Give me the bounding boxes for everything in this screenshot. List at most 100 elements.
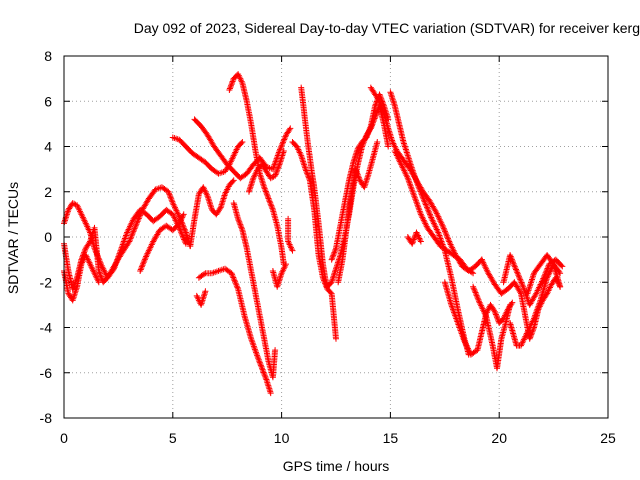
data-point — [189, 245, 191, 247]
data-point — [207, 195, 209, 197]
data-point — [76, 286, 78, 288]
series-arc-28 — [524, 252, 564, 297]
data-point — [276, 225, 278, 227]
y-tick-label: -6 — [40, 365, 53, 381]
series-arc-5 — [169, 134, 246, 177]
data-point — [102, 281, 104, 283]
data-point — [339, 225, 341, 227]
series-arc-4 — [137, 211, 187, 274]
data-point — [226, 164, 228, 166]
data-point — [233, 170, 235, 172]
x-axis-label: GPS time / hours — [283, 458, 390, 474]
data-point — [72, 202, 74, 204]
data-point — [413, 195, 415, 197]
data-point — [540, 299, 542, 301]
data-point — [194, 218, 196, 220]
data-point — [248, 191, 250, 193]
data-point — [233, 202, 235, 204]
y-tick-label: 6 — [44, 93, 52, 109]
data-point — [387, 127, 389, 129]
data-point — [383, 112, 385, 114]
data-point — [470, 354, 472, 356]
data-point — [529, 338, 531, 340]
data-point — [507, 288, 509, 290]
data-point — [481, 331, 483, 333]
data-point — [526, 293, 528, 295]
data-point — [198, 193, 200, 195]
data-point — [522, 286, 524, 288]
data-point — [448, 241, 450, 243]
data-point — [146, 213, 148, 215]
x-tick-label: 20 — [491, 430, 507, 446]
series-arc-9 — [193, 288, 209, 308]
data-point — [535, 293, 537, 295]
data-point — [228, 184, 230, 186]
data-point — [307, 141, 309, 143]
data-point — [178, 139, 180, 141]
data-point — [442, 225, 444, 227]
data-point — [520, 293, 522, 295]
data-point — [311, 173, 313, 175]
x-axis-ticks: 0 5 10 15 20 25 — [60, 56, 616, 446]
data-point — [246, 173, 248, 175]
data-point — [241, 229, 243, 231]
data-point — [259, 173, 261, 175]
data-point — [172, 229, 174, 231]
data-point — [337, 281, 339, 283]
data-point — [161, 186, 163, 188]
data-point — [368, 173, 370, 175]
data-point — [450, 277, 452, 279]
data-point — [450, 304, 452, 306]
data-point — [93, 247, 95, 249]
data-point — [89, 231, 91, 233]
data-point — [261, 367, 263, 369]
data-point — [281, 272, 283, 274]
y-tick-label: -2 — [40, 274, 53, 290]
data-point — [257, 356, 259, 358]
x-tick-label: 25 — [600, 430, 616, 446]
marker-trace — [269, 261, 289, 290]
data-point — [268, 360, 270, 362]
data-point — [509, 322, 511, 324]
data-point — [420, 213, 422, 215]
data-point — [233, 78, 235, 80]
data-point — [204, 161, 206, 163]
data-point — [318, 254, 320, 256]
marker-trace — [387, 89, 472, 358]
data-point — [559, 286, 561, 288]
data-point — [300, 155, 302, 157]
data-point — [561, 265, 563, 267]
data-points — [61, 71, 566, 397]
data-point — [276, 286, 278, 288]
data-point — [126, 231, 128, 233]
data-point — [287, 241, 289, 243]
data-point — [278, 150, 280, 152]
y-tick-label: 2 — [44, 184, 52, 200]
data-point — [487, 272, 489, 274]
marker-trace — [367, 84, 485, 274]
data-point — [374, 105, 376, 107]
data-point — [204, 290, 206, 292]
data-point — [379, 100, 381, 102]
data-point — [313, 186, 315, 188]
data-point — [509, 304, 511, 306]
data-point — [370, 125, 372, 127]
data-point — [98, 270, 100, 272]
series-arc-24 — [470, 283, 514, 372]
data-point — [67, 293, 69, 295]
data-point — [559, 272, 561, 274]
data-point — [241, 82, 243, 84]
series-arc-14 — [285, 215, 296, 254]
data-point — [540, 263, 542, 265]
data-point — [305, 168, 307, 170]
data-point — [198, 157, 200, 159]
data-point — [379, 93, 381, 95]
data-point — [437, 231, 439, 233]
data-point — [220, 155, 222, 157]
data-point — [178, 222, 180, 224]
data-point — [300, 87, 302, 89]
data-point — [152, 241, 154, 243]
series-arc-22 — [404, 229, 424, 247]
data-point — [453, 254, 455, 256]
data-point — [257, 168, 259, 170]
